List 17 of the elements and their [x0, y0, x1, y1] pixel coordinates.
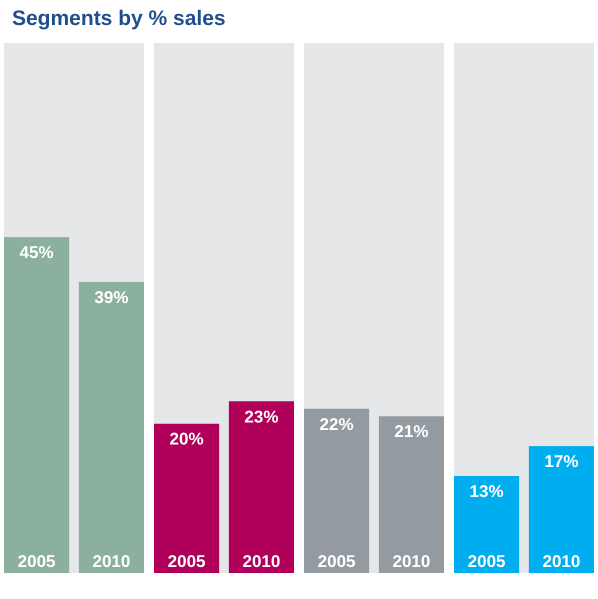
- data-label: 22%: [320, 414, 354, 434]
- x-tick-label: 2010: [92, 552, 130, 571]
- data-label: 39%: [94, 288, 128, 307]
- x-tick-label: 2010: [242, 552, 280, 571]
- data-label: 21%: [394, 422, 428, 442]
- x-tick-label: 2005: [168, 552, 206, 571]
- x-tick-label: 2005: [18, 552, 56, 571]
- x-tick-label: 2005: [318, 552, 356, 571]
- data-label: 23%: [244, 407, 278, 426]
- x-tick-label: 2010: [542, 552, 580, 571]
- data-label: 20%: [170, 430, 204, 449]
- chart-title: Segments by % sales: [12, 7, 226, 30]
- data-label: 45%: [20, 243, 54, 262]
- x-tick-label: 2010: [392, 552, 430, 571]
- data-label: 17%: [544, 452, 578, 472]
- x-tick-label: 2005: [468, 552, 506, 571]
- data-label: 13%: [470, 482, 504, 501]
